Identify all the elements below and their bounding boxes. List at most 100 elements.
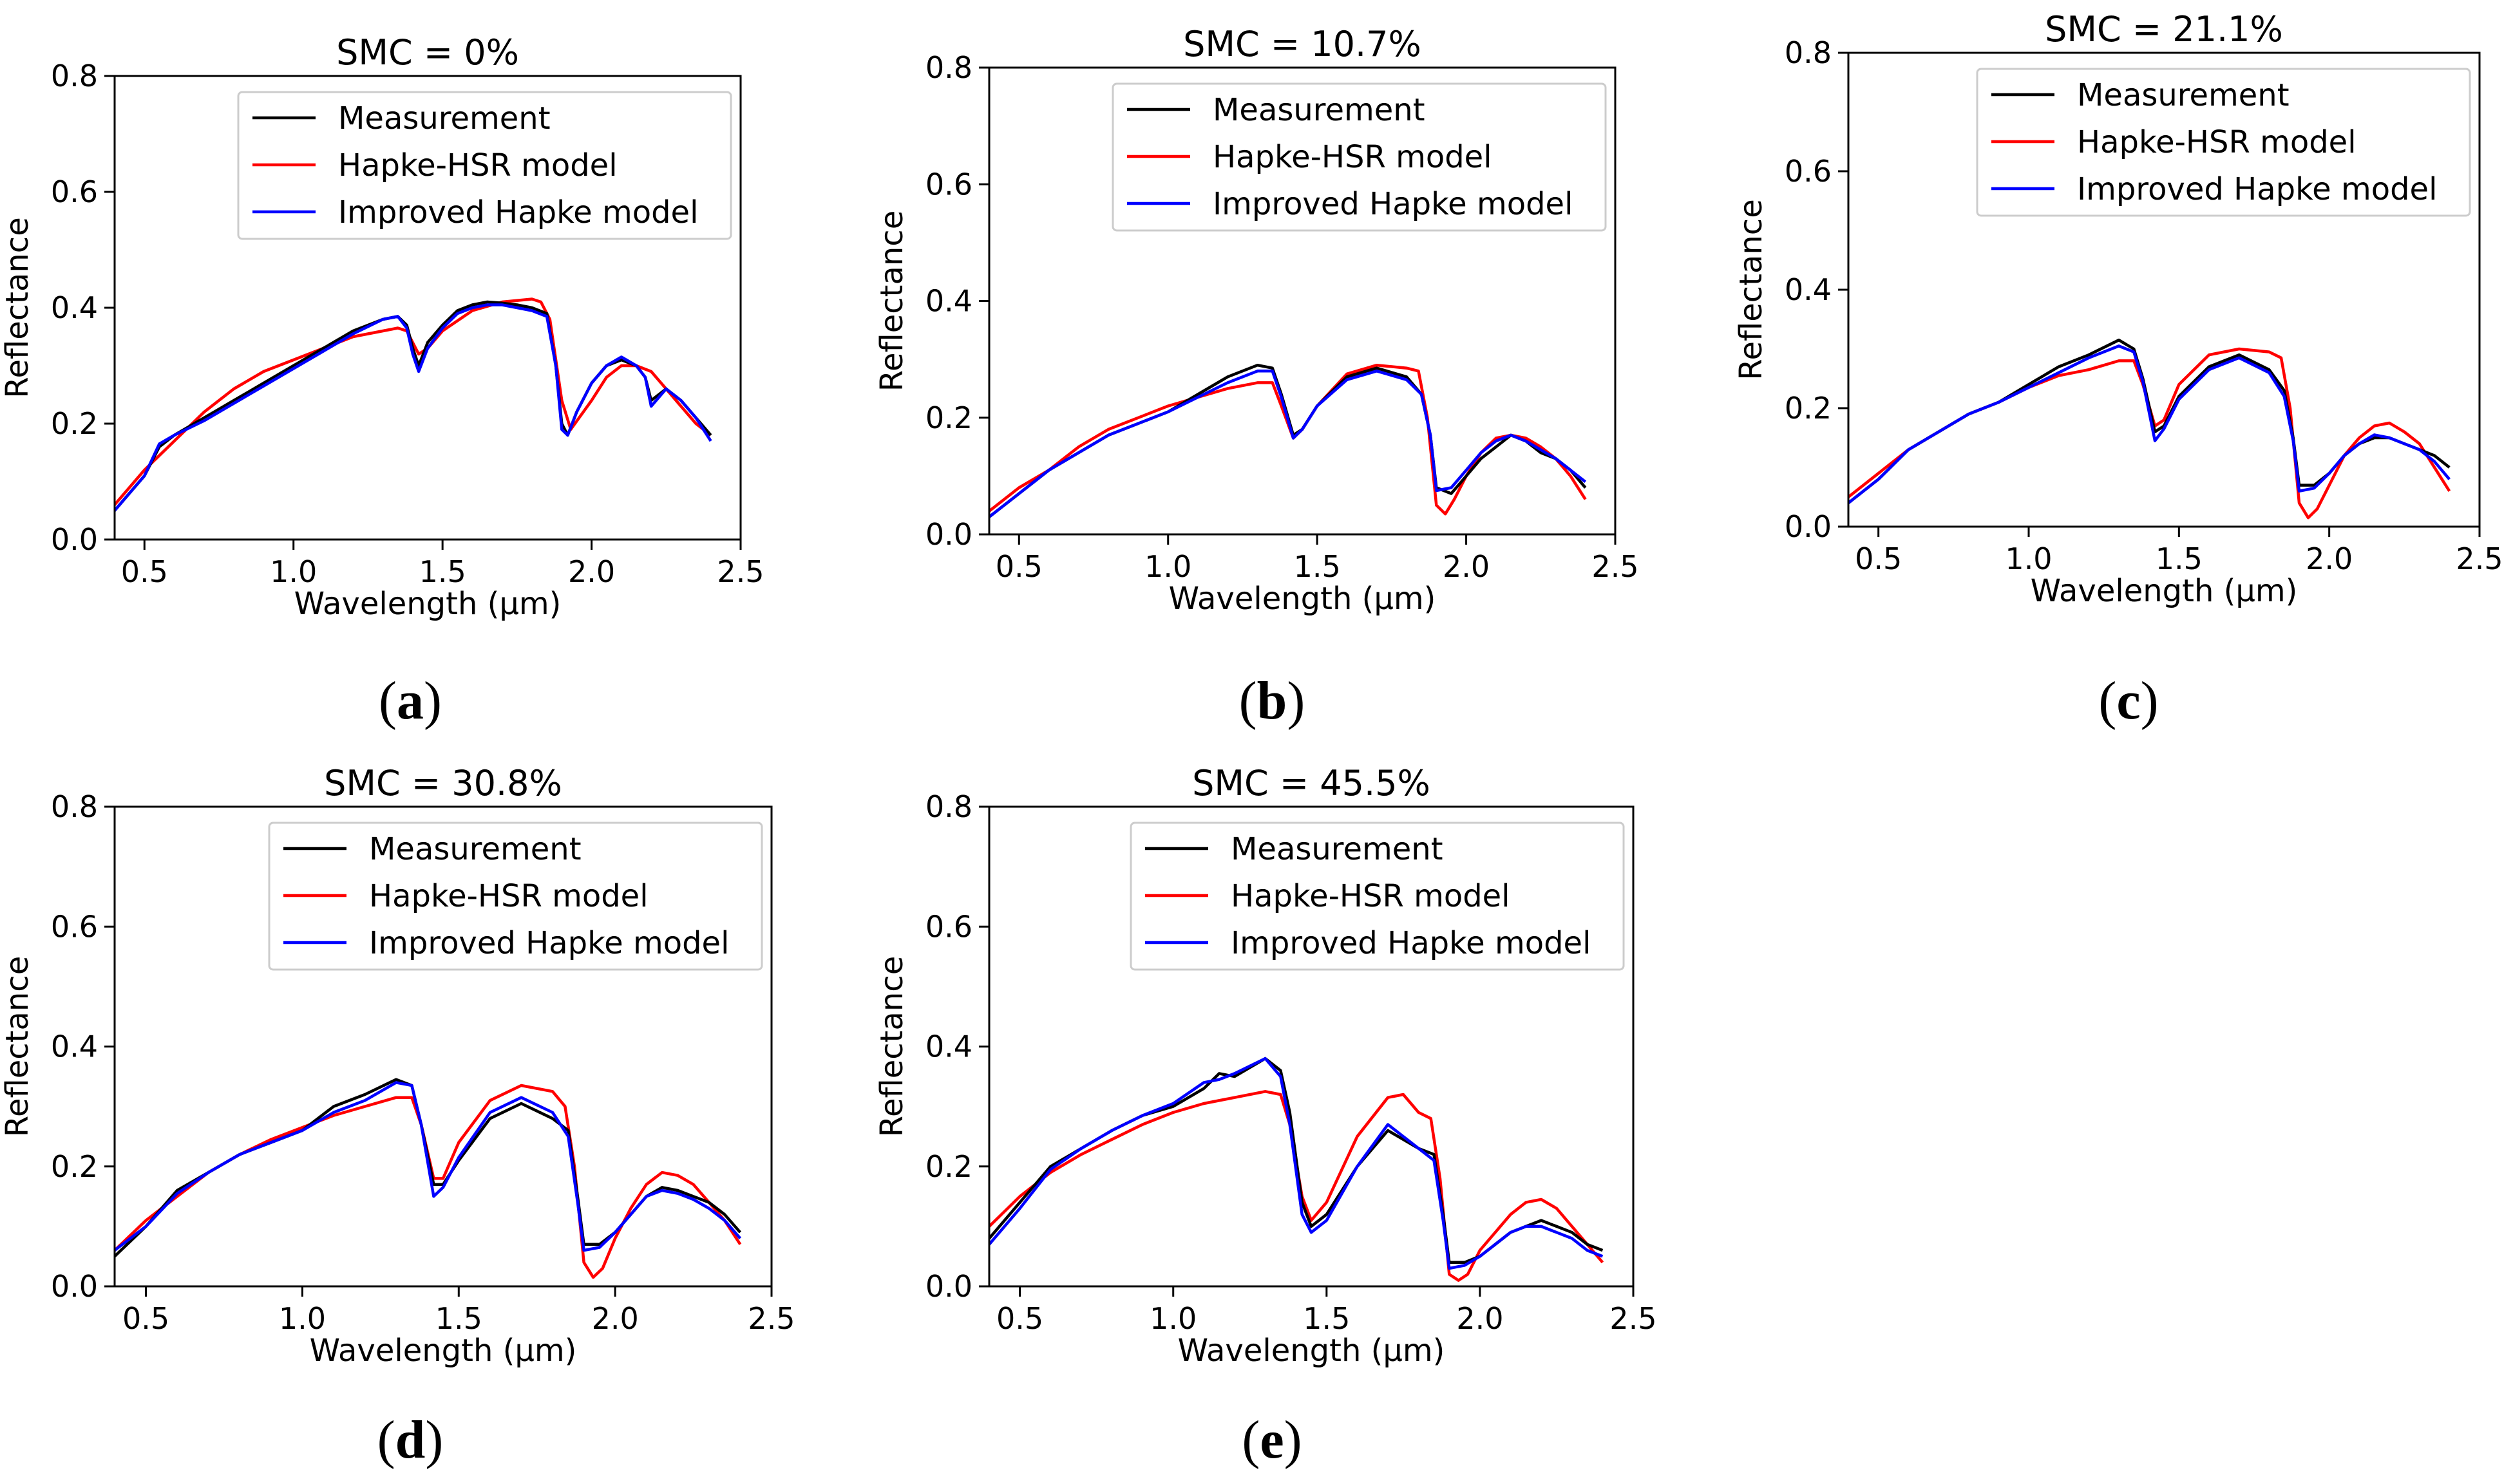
chart-panel-a: SMC = 0% 0.5 1.0 1.5 2.0 2.5 0.0 0.2 0.4 0.6 0.8 Wa…	[0, 32, 764, 622]
legend-entry: Hapke-HSR model	[1213, 139, 1492, 175]
series-line-measurement	[115, 300, 712, 512]
y-tick-label: 0.0	[925, 1269, 972, 1304]
x-tick-label: 2.0	[1456, 1301, 1503, 1336]
y-tick-label: 0.6	[1785, 154, 1832, 189]
y-tick-label: 0.6	[51, 174, 98, 209]
legend: Measurement Hapke-HSR model Improved Hapke…	[1130, 822, 1625, 971]
x-tick-label: 1.5	[419, 554, 466, 589]
legend-entry: Improved Hapke model	[369, 925, 729, 961]
x-tick-label: 2.5	[2456, 541, 2503, 576]
x-tick-label: 1.5	[435, 1301, 482, 1336]
legend-entry: Measurement	[338, 100, 551, 136]
series-line-hapke-hsr-model	[115, 1084, 742, 1279]
chart-title: SMC = 10.7%	[1183, 24, 1421, 64]
panel-caption-c: (c)	[2098, 671, 2159, 731]
panel-caption-a-label: a	[397, 671, 424, 731]
legend-entry: Measurement	[2077, 77, 2290, 113]
panel-caption-a: (a)	[379, 671, 442, 731]
chart-panel-c: SMC = 21.1% 0.5 1.0 1.5 2.0 2.5 0.0 0.2 0.4 0.6 0.…	[1733, 9, 2503, 609]
x-tick-label: 1.0	[1150, 1301, 1197, 1336]
chart-title: SMC = 45.5%	[1192, 763, 1430, 803]
panel-caption-b-label: b	[1256, 671, 1287, 731]
y-tick-label: 0.8	[1785, 35, 1832, 70]
y-tick-label: 0.4	[1785, 272, 1832, 307]
series-line-improved-hapke-model	[115, 1081, 742, 1252]
panel-caption-d: (d)	[377, 1410, 444, 1470]
panel-caption-e: (e)	[1242, 1410, 1302, 1470]
x-tick-label: 0.5	[996, 549, 1043, 584]
x-tick-label: 1.5	[1303, 1301, 1350, 1336]
y-tick-label: 0.6	[925, 167, 972, 202]
series-line-improved-hapke-model	[1848, 344, 2451, 504]
series-line-hapke-hsr-model	[115, 297, 712, 506]
chart-panel-b: SMC = 10.7% 0.5 1.0 1.5 2.0 2.5 0.0 0.2 0.4 0.6 0.…	[874, 24, 1639, 617]
chart-title: SMC = 30.8%	[324, 763, 562, 803]
series-line-improved-hapke-model	[989, 370, 1587, 518]
y-axis-label: Reflectance	[0, 956, 35, 1137]
y-axis-label: Reflectance	[0, 217, 35, 398]
y-axis-label: Reflectance	[874, 956, 910, 1137]
y-tick-label: 0.2	[51, 1149, 98, 1184]
x-tick-label: 2.0	[592, 1301, 639, 1336]
x-axis-label: Wavelength (μm)	[1169, 581, 1436, 617]
legend-entry: Improved Hapke model	[1231, 925, 1591, 961]
y-axis-label: Reflectance	[874, 211, 910, 391]
legend: Measurement Hapke-HSR model Improved Hapke…	[1976, 68, 2471, 217]
legend-box	[1112, 82, 1607, 232]
x-tick-label: 0.5	[996, 1301, 1043, 1336]
legend-entry: Improved Hapke model	[338, 194, 698, 230]
legend-entry: Hapke-HSR model	[2077, 124, 2357, 160]
y-tick-label: 0.2	[925, 400, 972, 435]
legend-box	[1976, 68, 2471, 217]
y-tick-label: 0.2	[925, 1149, 972, 1184]
legend-entry: Hapke-HSR model	[338, 147, 618, 183]
legend-entry: Hapke-HSR model	[369, 878, 649, 914]
y-tick-label: 0.2	[51, 406, 98, 441]
chart-title: SMC = 21.1%	[2045, 9, 2283, 50]
y-tick-label: 0.4	[51, 290, 98, 325]
y-axis-label: Reflectance	[1733, 199, 1769, 380]
series-line-improved-hapke-model	[115, 303, 712, 512]
x-tick-label: 1.0	[2005, 541, 2052, 576]
y-tick-label: 0.4	[925, 1029, 972, 1064]
y-tick-label: 0.4	[925, 284, 972, 319]
legend: Measurement Hapke-HSR model Improved Hapke…	[237, 91, 732, 240]
x-tick-label: 2.5	[1609, 1301, 1656, 1336]
y-tick-label: 0.8	[51, 59, 98, 93]
series-line-hapke-hsr-model	[989, 1090, 1604, 1282]
x-tick-label: 1.0	[279, 1301, 326, 1336]
legend-box	[268, 822, 763, 971]
panel-caption-c-label: c	[2116, 671, 2141, 731]
y-tick-label: 0.8	[925, 789, 972, 824]
chart-title: SMC = 0%	[336, 32, 519, 73]
legend-box	[237, 91, 732, 240]
panel-caption-b: (b)	[1238, 671, 1305, 731]
x-tick-label: 1.0	[270, 554, 317, 589]
y-tick-label: 0.8	[51, 789, 98, 824]
y-tick-label: 0.6	[925, 909, 972, 944]
x-tick-label: 2.5	[1591, 549, 1638, 584]
x-tick-label: 0.5	[121, 554, 168, 589]
legend-entry: Measurement	[1213, 92, 1425, 128]
panel-caption-e-label: e	[1260, 1410, 1284, 1470]
legend: Measurement Hapke-HSR model Improved Hapke…	[1112, 82, 1607, 232]
series-line-measurement	[1848, 338, 2451, 504]
legend-entry: Improved Hapke model	[1213, 186, 1573, 222]
y-tick-label: 0.2	[1785, 391, 1832, 426]
x-axis-label: Wavelength (μm)	[1178, 1333, 1445, 1369]
legend-box	[1130, 822, 1625, 971]
x-tick-label: 0.5	[1855, 541, 1902, 576]
chart-panel-e: SMC = 45.5% 0.5 1.0 1.5 2.0 2.5 0.0 0.2 0.4 0.6 0.…	[874, 763, 1657, 1369]
x-tick-label: 1.0	[1144, 549, 1191, 584]
series-line-improved-hapke-model	[989, 1057, 1604, 1270]
y-tick-label: 0.0	[925, 517, 972, 552]
chart-panel-d: SMC = 30.8% 0.5 1.0 1.5 2.0 2.5 0.0 0.2 0.4 0.6 0.…	[0, 763, 795, 1369]
x-tick-label: 2.0	[568, 554, 615, 589]
y-tick-label: 0.0	[51, 1269, 98, 1304]
y-tick-label: 0.6	[51, 909, 98, 944]
legend: Measurement Hapke-HSR model Improved Hapke…	[268, 822, 763, 971]
x-axis-label: Wavelength (μm)	[294, 586, 562, 622]
panel-caption-d-label: d	[395, 1410, 426, 1470]
x-tick-label: 2.0	[2306, 541, 2353, 576]
